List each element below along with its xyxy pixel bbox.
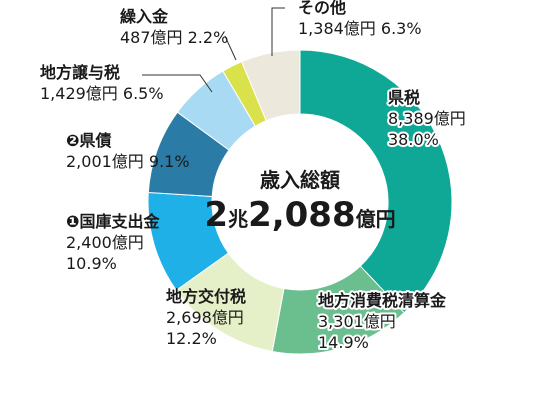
label-value-percent: 487億円 2.2% xyxy=(120,28,228,47)
center-total-a: 2 xyxy=(204,195,228,235)
center-total-c: 2,088 xyxy=(248,195,356,235)
leader-sonota xyxy=(271,7,285,56)
center-label: 歳入総額 2兆2,088億円 xyxy=(204,168,395,235)
center-total: 2兆2,088億円 xyxy=(204,195,395,235)
label-chihou-shouhizei: 地方消費税清算金 3,301億円 14.9% xyxy=(318,291,447,352)
leader-kurireikin xyxy=(224,35,237,61)
slice-kenzei xyxy=(299,49,453,314)
label-value: 2,400億円 xyxy=(66,233,144,252)
label-name: 繰入金 xyxy=(120,7,169,26)
label-chihou-jouyozei: 地方譲与税 1,429億円 6.5% xyxy=(40,63,164,103)
label-name: ❶国庫支出金 xyxy=(66,212,161,231)
label-value-percent: 2,001億円 9.1% xyxy=(66,152,190,171)
slice-group xyxy=(147,49,453,355)
label-value: 3,301億円 xyxy=(318,312,396,331)
label-value-percent: 1,429億円 6.5% xyxy=(40,84,164,103)
label-name: 県税 xyxy=(388,88,420,107)
label-chihou-koufuzei: 地方交付税 2,698億円 12.2% xyxy=(166,287,246,348)
label-sonota: その他 1,384億円 6.3% xyxy=(298,0,422,38)
center-total-b: 兆 xyxy=(228,207,248,231)
center-total-d: 億円 xyxy=(356,207,396,231)
label-percent: 12.2% xyxy=(166,329,217,348)
label-name: 地方消費税清算金 xyxy=(318,291,447,310)
label-percent: 38.0% xyxy=(388,130,439,149)
label-kokko-shishutsukin: ❶国庫支出金 2,400億円 10.9% xyxy=(66,212,161,273)
slice-sonota xyxy=(241,49,301,122)
label-value-percent: 1,384億円 6.3% xyxy=(298,19,422,38)
center-title: 歳入総額 xyxy=(260,168,340,192)
label-name: その他 xyxy=(298,0,346,17)
slice-labels: 県税 8,389億円 38.0% 地方消費税清算金 3,301億円 14.9% 地方交付税 2… xyxy=(40,0,468,354)
leader-chihou-jouyozei xyxy=(142,74,213,93)
label-kensai: ❷県債 2,001億円 9.1% xyxy=(66,131,190,171)
label-percent: 10.9% xyxy=(66,254,117,273)
label-kenzei: 県税 8,389億円 38.0% xyxy=(388,88,466,149)
label-name: 地方交付税 xyxy=(166,287,246,306)
label-name: ❷県債 xyxy=(66,131,112,150)
label-percent: 14.9% xyxy=(318,333,369,352)
label-name: 地方譲与税 xyxy=(40,63,120,82)
label-value: 2,698億円 xyxy=(166,308,244,327)
leader-lines xyxy=(142,7,285,93)
label-value: 8,389億円 xyxy=(388,109,466,128)
label-kurireikin: 繰入金 487億円 2.2% xyxy=(120,7,228,47)
